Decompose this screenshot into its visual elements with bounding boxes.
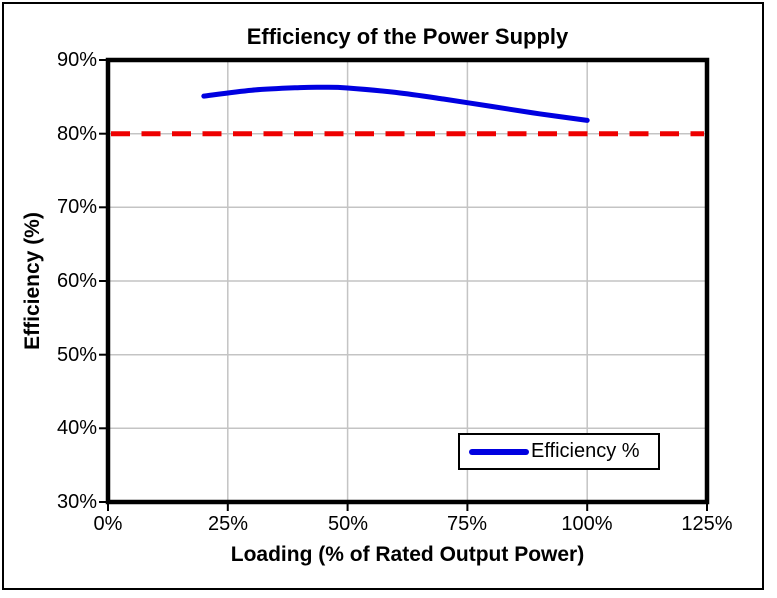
y-tick-label: 40% (56, 417, 97, 439)
legend-line-swatch (469, 448, 529, 455)
y-tick-label: 90% (56, 49, 97, 71)
y-tick-label: 70% (56, 196, 97, 218)
x-tick-label: 50% (327, 513, 369, 535)
legend: Efficiency % (458, 433, 660, 470)
x-tick-label: 100% (561, 513, 613, 535)
x-tick-label: 25% (207, 513, 249, 535)
x-axis-title: Loading (% of Rated Output Power) (230, 543, 585, 566)
x-tick-label: 0% (93, 513, 123, 535)
x-tick-label: 75% (446, 513, 488, 535)
y-tick-label: 50% (56, 344, 97, 366)
plot-border (105, 57, 710, 505)
chart-title: Efficiency of the Power Supply (246, 24, 569, 49)
y-tick-label: 60% (56, 270, 97, 292)
x-tick-label: 125% (681, 513, 733, 535)
y-tick-label: 80% (56, 123, 97, 145)
efficiency-curve (201, 84, 590, 123)
legend-label: Efficiency % (531, 440, 640, 462)
y-tick-label: 30% (56, 491, 97, 513)
